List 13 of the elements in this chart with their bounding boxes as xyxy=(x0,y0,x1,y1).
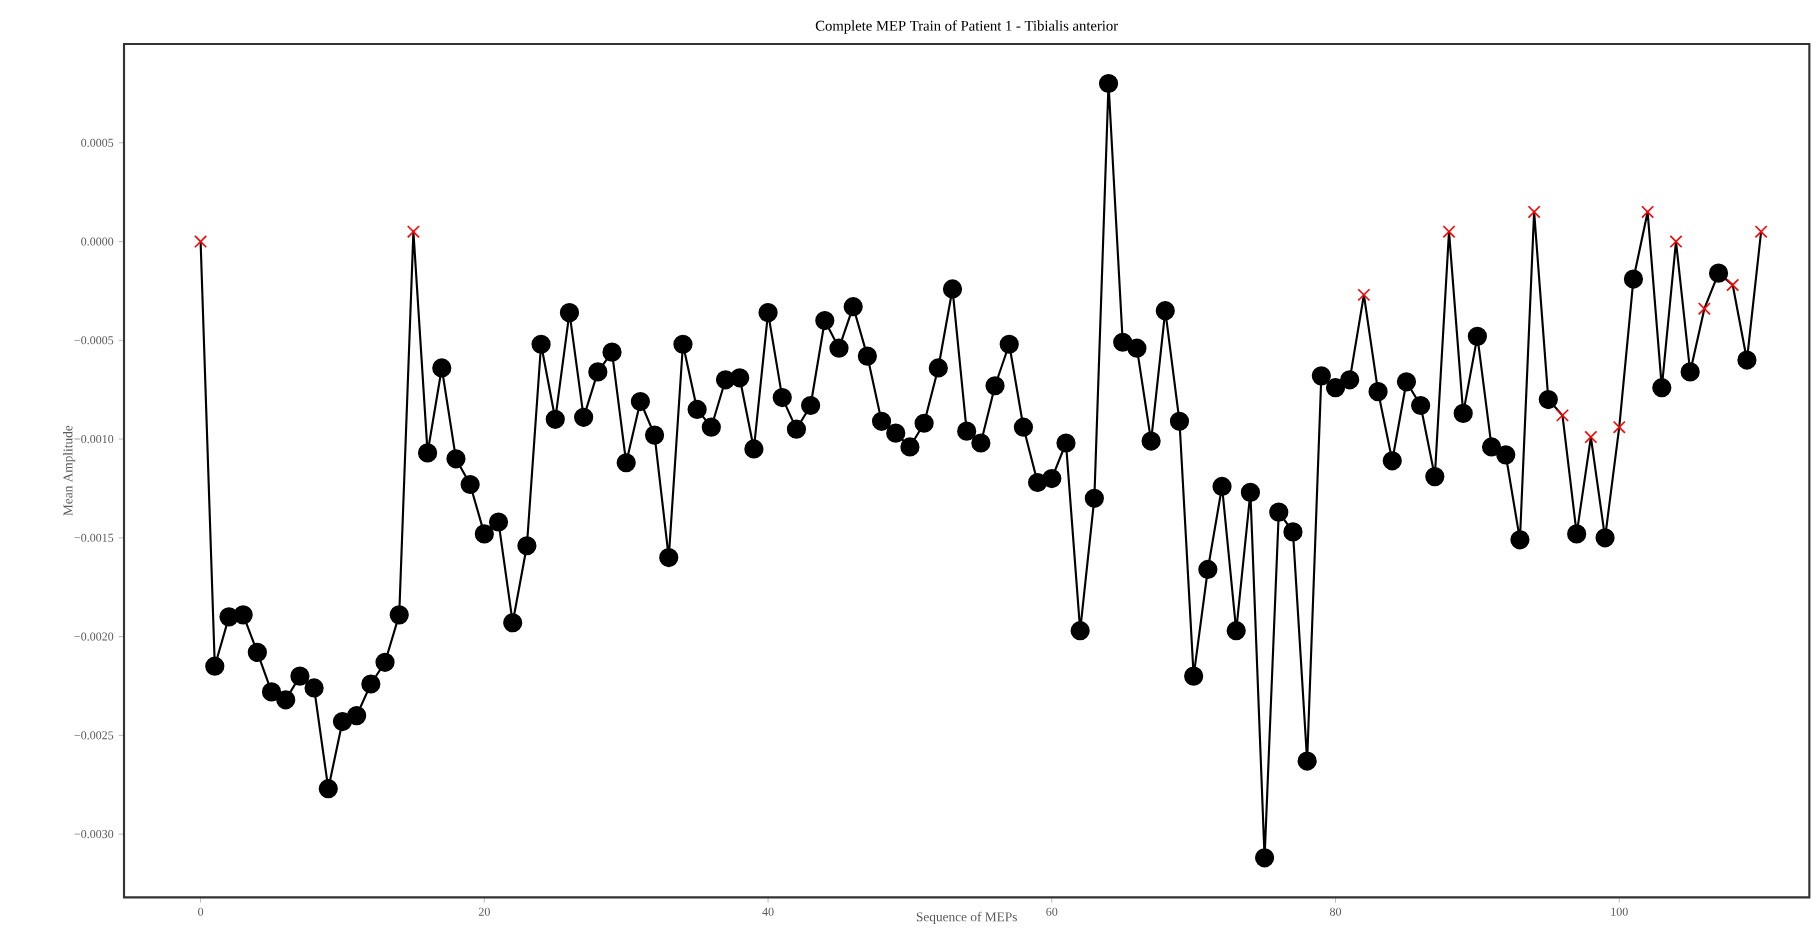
point xyxy=(406,225,420,239)
point xyxy=(1641,205,1655,219)
point xyxy=(1754,225,1768,239)
point xyxy=(1527,205,1541,219)
point xyxy=(1669,235,1683,248)
point xyxy=(194,235,208,248)
point xyxy=(1584,430,1598,444)
point xyxy=(1726,278,1740,292)
point xyxy=(1442,225,1456,239)
point xyxy=(1556,408,1569,422)
point xyxy=(1612,420,1626,434)
point xyxy=(1357,288,1371,302)
point xyxy=(1697,302,1711,316)
